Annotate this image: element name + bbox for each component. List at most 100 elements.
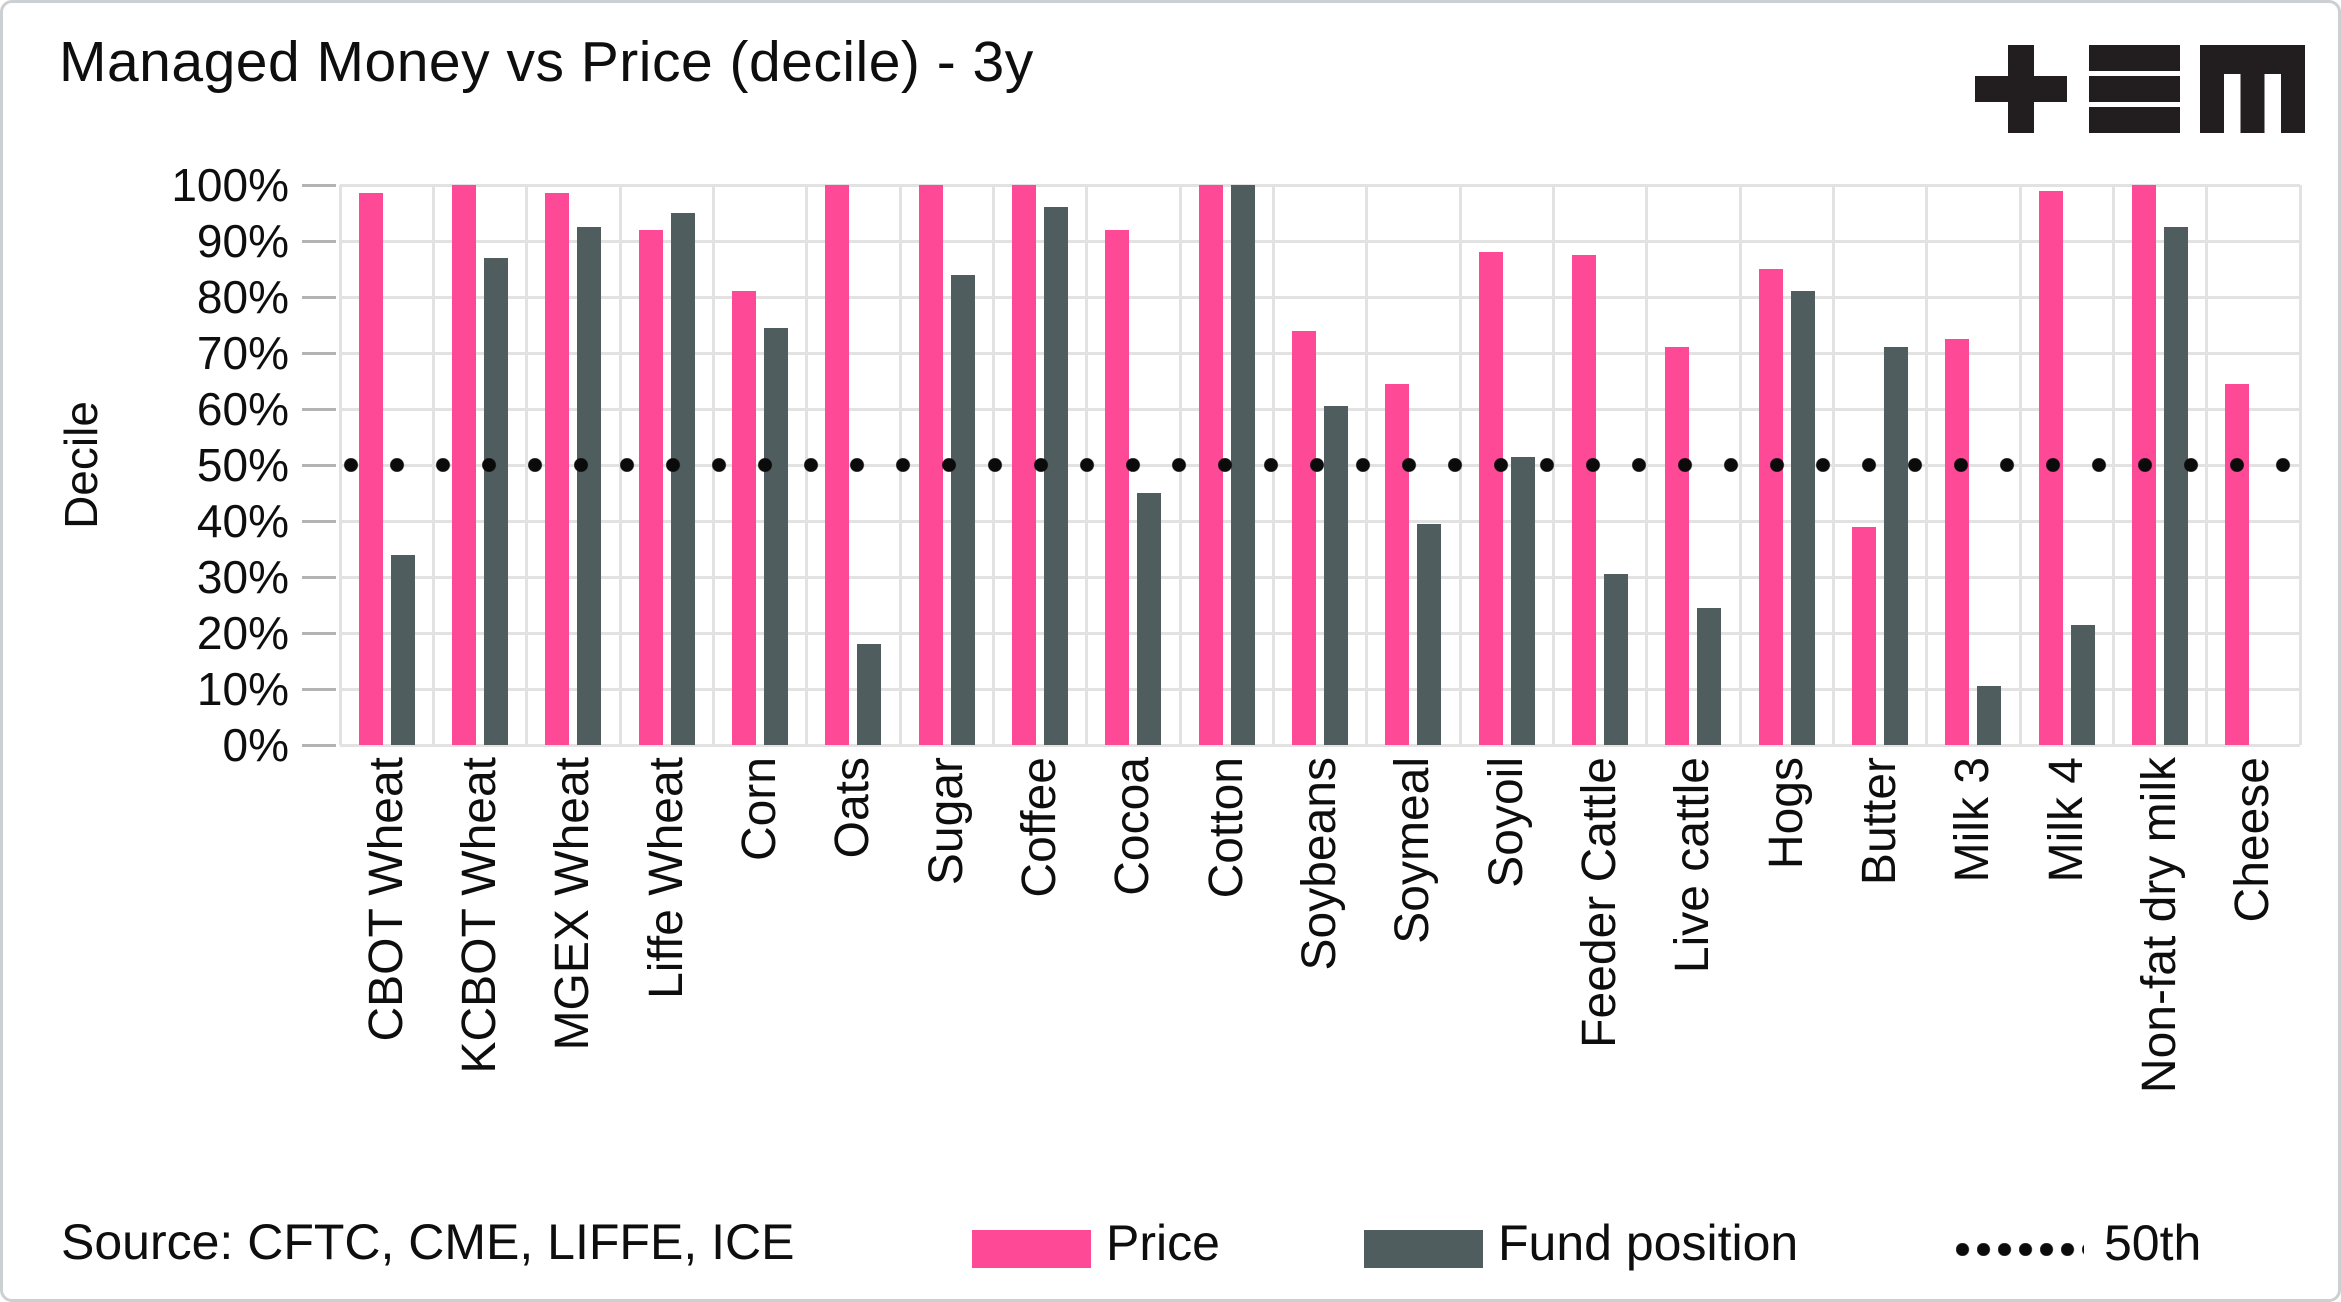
- price-bar: [1758, 269, 1783, 745]
- gridline-horizontal: [340, 295, 2300, 299]
- fund-position-bar: [577, 227, 602, 745]
- gridline-vertical: [338, 185, 342, 745]
- price-bar: [1478, 252, 1503, 745]
- price-bar: [1945, 339, 1970, 745]
- gridline-horizontal: [340, 575, 2300, 579]
- fund-position-bar: [390, 554, 415, 745]
- y-tick-mark: [302, 239, 336, 243]
- gridline-horizontal: [340, 687, 2300, 691]
- x-tick-label: Cocoa: [1106, 757, 1160, 896]
- fund-position-bar: [764, 327, 788, 745]
- x-tick-label: Soymeal: [1386, 757, 1440, 944]
- fund-position-bar: [1137, 493, 1162, 745]
- fund-position-bar: [1790, 291, 1815, 745]
- fiftieth-percentile-line: [344, 458, 2300, 472]
- price-bar: [1105, 229, 1130, 745]
- x-tick-label: Hogs: [1759, 757, 1813, 870]
- x-tick-label: Butter: [1853, 757, 1906, 886]
- y-tick-mark: [302, 631, 336, 635]
- tem-logo: [1975, 45, 2305, 133]
- y-axis-title: Decile: [55, 401, 107, 529]
- gridline-horizontal: [340, 743, 2300, 747]
- price-bar: [2225, 383, 2250, 745]
- legend-dotted-line-icon: [1956, 1243, 2084, 1256]
- y-tick-label: 10%: [196, 663, 289, 715]
- legend-swatch-fund-position: [1364, 1230, 1483, 1268]
- fund-position-bar: [1977, 686, 2002, 745]
- x-tick-label: Milk 3: [1946, 757, 2000, 883]
- y-tick-label: 90%: [196, 215, 289, 267]
- y-tick-mark: [302, 351, 336, 355]
- x-tick-label: Cheese: [2226, 757, 2280, 923]
- x-tick-label: Oats: [826, 757, 880, 859]
- y-tick-label: 60%: [196, 383, 289, 435]
- price-bar: [1852, 526, 1876, 745]
- fund-position-bar: [1044, 207, 1068, 745]
- y-tick-label: 80%: [196, 271, 289, 323]
- price-bar: [1572, 255, 1596, 745]
- gridline-vertical: [2298, 185, 2302, 745]
- fund-position-bar: [1697, 607, 1722, 745]
- y-tick-mark: [302, 687, 336, 691]
- y-tick-label: 100%: [171, 159, 289, 211]
- x-tick-label: Cotton: [1199, 757, 1253, 899]
- fund-position-bar: [2164, 227, 2188, 745]
- y-tick-mark: [302, 295, 336, 299]
- price-bar: [1385, 383, 1410, 745]
- gridline-horizontal: [340, 519, 2300, 523]
- x-tick-label: CBOT Wheat: [359, 757, 413, 1042]
- y-tick-mark: [302, 519, 336, 523]
- y-tick-label: 0%: [222, 719, 289, 771]
- x-tick-label: Coffee: [1013, 757, 1066, 898]
- legend-swatch-price: [972, 1230, 1091, 1268]
- gridline-horizontal: [340, 183, 2300, 187]
- price-bar: [1665, 347, 1690, 745]
- y-tick-label: 70%: [196, 327, 289, 379]
- y-tick-label: 50%: [196, 439, 289, 491]
- fund-position-bar: [1884, 347, 1908, 745]
- legend-label-50th: 50th: [2104, 1215, 2202, 1271]
- x-tick-label: Corn: [733, 757, 786, 862]
- plot-area: [338, 183, 2302, 747]
- y-tick-label: 40%: [196, 495, 289, 547]
- y-tick-mark: [302, 183, 336, 187]
- y-tick-mark: [302, 743, 336, 747]
- fund-position-bar: [2070, 624, 2095, 745]
- x-tick-label: KCBOT Wheat: [453, 757, 506, 1074]
- x-tick-label: Feeder Cattle: [1573, 757, 1626, 1048]
- price-bar: [1292, 330, 1316, 745]
- x-tick-label: Liffe Wheat: [639, 757, 693, 999]
- y-tick-mark: [302, 407, 336, 411]
- fund-position-bar: [1510, 456, 1535, 745]
- gridline-horizontal: [340, 239, 2300, 243]
- price-bar: [638, 229, 663, 745]
- source-note: Source: CFTC, CME, LIFFE, ICE: [61, 1214, 795, 1270]
- fund-position-bar: [1417, 523, 1442, 745]
- y-tick-mark: [302, 575, 336, 579]
- fund-position-bar: [670, 213, 695, 745]
- x-tick-label: Live cattle: [1666, 757, 1720, 974]
- gridline-horizontal: [340, 407, 2300, 411]
- legend-label-fund-position: Fund position: [1498, 1215, 1799, 1271]
- legend-label-price: Price: [1106, 1215, 1220, 1271]
- x-tick-label: Sugar: [919, 757, 973, 886]
- fund-position-bar: [950, 274, 975, 745]
- x-tick-label: MGEX Wheat: [546, 757, 600, 1051]
- price-bar: [732, 291, 756, 745]
- x-tick-label: Milk 4: [2039, 757, 2093, 883]
- logo-triple-bar-icon: [2089, 45, 2180, 71]
- y-tick-label: 30%: [196, 551, 289, 603]
- fund-position-bar: [1604, 574, 1628, 745]
- x-tick-label: Soyoil: [1479, 757, 1533, 888]
- fund-position-bar: [484, 257, 508, 745]
- gridline-horizontal: [340, 631, 2300, 635]
- y-tick-mark: [302, 463, 336, 467]
- fund-position-bar: [857, 644, 882, 745]
- chart-title: Managed Money vs Price (decile) - 3y: [59, 30, 1034, 94]
- x-tick-label: Soybeans: [1293, 757, 1346, 971]
- logo-m-icon: [2200, 45, 2305, 133]
- y-tick-label: 20%: [196, 607, 289, 659]
- gridline-horizontal: [340, 351, 2300, 355]
- x-tick-label: Non-fat dry milk: [2133, 757, 2186, 1094]
